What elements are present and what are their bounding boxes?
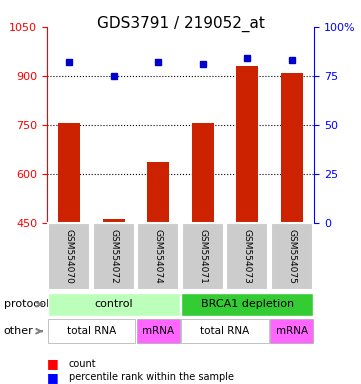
Text: GSM554073: GSM554073 [243,229,252,284]
Text: total RNA: total RNA [200,326,250,336]
Bar [58,123,80,223]
Text: ■: ■ [47,358,59,371]
Text: GSM554070: GSM554070 [65,229,74,284]
Text: BRCA1 depletion: BRCA1 depletion [201,299,294,310]
Bar [192,123,214,223]
Text: GSM554074: GSM554074 [154,229,163,284]
Bar [103,219,125,223]
Text: mRNA: mRNA [276,326,308,336]
Text: GSM554071: GSM554071 [198,229,207,284]
Text: GDS3791 / 219052_at: GDS3791 / 219052_at [96,15,265,31]
Text: total RNA: total RNA [67,326,116,336]
Text: control: control [95,299,133,310]
Text: other: other [4,326,33,336]
Text: GSM554072: GSM554072 [109,229,118,284]
Bar [280,73,303,223]
Text: mRNA: mRNA [142,326,174,336]
Bar [147,162,169,223]
Text: percentile rank within the sample: percentile rank within the sample [69,372,234,382]
Text: ■: ■ [47,371,59,384]
Text: GSM554075: GSM554075 [287,229,296,284]
Bar [236,66,258,223]
Text: protocol: protocol [4,299,49,310]
Text: count: count [69,359,96,369]
